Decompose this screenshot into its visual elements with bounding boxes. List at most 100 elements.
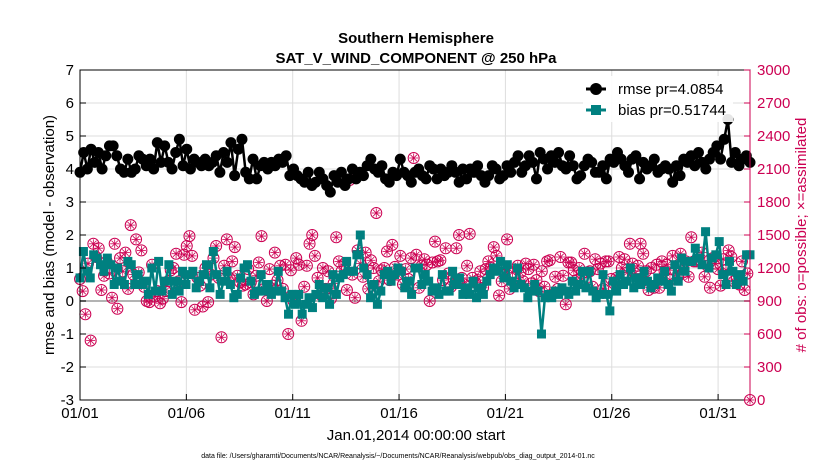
bias-point [154, 256, 164, 266]
bias-point [605, 306, 615, 316]
rmse-point [483, 170, 495, 182]
bias-point [321, 283, 331, 293]
obs-count-point [559, 298, 572, 311]
obs-count-point [175, 296, 188, 309]
rmse-point [89, 156, 101, 168]
bias-point [99, 266, 109, 276]
data-file-footer: data file: /Users/gharamti/Documents/NCA… [201, 453, 595, 460]
bias-point [492, 266, 502, 276]
bias-point [519, 283, 529, 293]
bias-point [495, 256, 505, 266]
bias-point [571, 286, 581, 296]
rmse-point [564, 150, 576, 162]
bias-point [338, 270, 348, 280]
obs-count-point [623, 237, 636, 250]
obs-count-point [543, 254, 556, 267]
obs-count-point [220, 233, 233, 246]
obs-count-point [284, 264, 297, 277]
obs-count-point [255, 230, 268, 243]
obs-count-point [666, 249, 679, 262]
rmse-point [715, 153, 727, 165]
x-tick-label: 01/06 [168, 405, 206, 422]
bias-point [246, 276, 256, 286]
obs-count-point [180, 240, 193, 252]
rmse-point [575, 170, 587, 182]
obs-count-point [565, 256, 578, 269]
bias-point [366, 293, 376, 303]
obs-count-point [84, 334, 97, 347]
bias-point [318, 293, 328, 303]
obs-count-point [450, 242, 463, 255]
obs-count-point [439, 242, 452, 255]
bias-point [424, 276, 434, 286]
bias-point [431, 283, 441, 293]
legend-bias-label: bias pr=0.51744 [618, 102, 726, 119]
bias-point [632, 273, 642, 283]
bias-point [513, 263, 523, 273]
bias-point [284, 309, 294, 319]
bias-point [434, 289, 444, 299]
bias-point [615, 270, 625, 280]
obs-count-point [252, 256, 265, 269]
bias-point [205, 283, 215, 293]
obs-count-point [453, 229, 466, 241]
rmse-point [490, 163, 502, 175]
obs-count-point [308, 249, 321, 262]
rmse-point [214, 166, 226, 178]
bias-point [102, 253, 112, 263]
bias-point [119, 280, 129, 289]
rmse-point [335, 166, 347, 178]
rmse-point [648, 153, 660, 165]
bias-point [328, 270, 338, 280]
y2-tick-label: 0 [757, 392, 765, 409]
rmse-point [420, 173, 432, 185]
bias-point [523, 293, 533, 303]
obs-count-point [186, 249, 199, 262]
bias-point [222, 266, 232, 276]
bias-point [113, 263, 123, 273]
obs-count-point [429, 235, 442, 248]
rmse-point [376, 160, 388, 172]
legend-rmse-marker [590, 83, 602, 95]
obs-count-point [434, 254, 447, 267]
bias-point [680, 266, 690, 276]
rmse-point [461, 173, 473, 185]
bias-point [564, 289, 574, 299]
rmse-point [567, 160, 579, 172]
obs-count-point [554, 251, 567, 263]
bias-point [359, 263, 369, 273]
bias-point [601, 289, 611, 299]
obs-count-point [685, 231, 698, 244]
bias-point [389, 270, 399, 280]
y-tick-label: -1 [61, 326, 74, 343]
rmse-point [692, 147, 704, 158]
obs-count-point [493, 289, 506, 302]
rmse-point [505, 166, 517, 178]
rmse-point [472, 160, 484, 172]
rmse-point [173, 133, 185, 145]
rmse-point [542, 163, 554, 175]
bias-point [215, 289, 225, 299]
obs-count-point [292, 258, 305, 271]
obs-count-point [549, 270, 562, 283]
bias-point [461, 283, 471, 293]
bias-series [75, 227, 755, 339]
obs-count-point [95, 284, 108, 296]
obs-count-point [226, 255, 239, 268]
bias-point [85, 273, 95, 283]
rmse-point [700, 163, 712, 175]
rmse-point [181, 143, 193, 155]
obs-count-point [618, 253, 631, 266]
bias-point [372, 299, 382, 309]
bias-point [150, 286, 160, 296]
bias-point [444, 286, 454, 296]
rmse-point [221, 156, 233, 168]
rmse-point [586, 156, 598, 168]
bias-point [92, 253, 102, 263]
y2-tick-label: 300 [757, 359, 782, 376]
y-tick-label: 3 [66, 194, 74, 211]
obs-count-point [482, 255, 495, 268]
rmse-point [232, 143, 244, 155]
obs-count-point [386, 238, 399, 251]
bias-point [639, 266, 649, 276]
